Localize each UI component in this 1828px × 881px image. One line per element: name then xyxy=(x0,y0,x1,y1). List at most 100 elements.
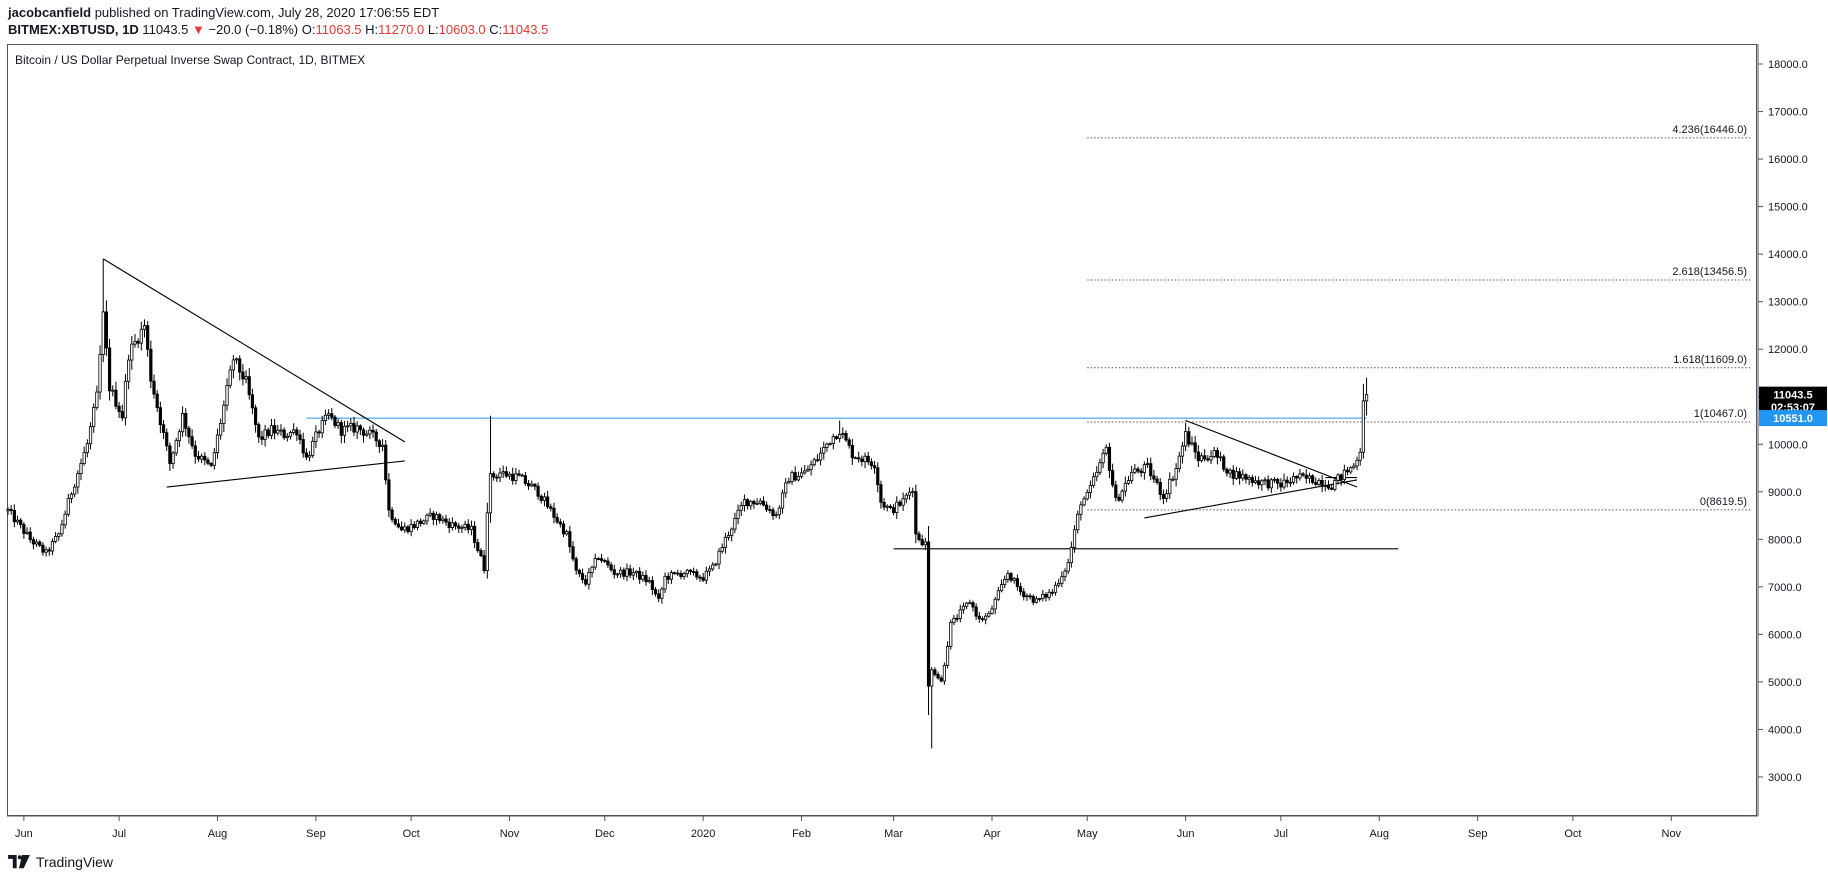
candle-body xyxy=(638,570,642,580)
candle-body xyxy=(1117,496,1121,501)
candle-body xyxy=(349,422,353,427)
y-tick-label: 10000.0 xyxy=(1768,439,1808,451)
candle-body xyxy=(765,504,769,510)
candle-body xyxy=(1244,474,1248,480)
candle-body xyxy=(222,404,226,424)
candle-body xyxy=(79,463,83,474)
candle-body xyxy=(193,445,197,457)
price-axis[interactable]: 3000.0 4000.0 5000.0 6000.0 7000.0 8000.0 9000… xyxy=(1758,59,1808,784)
candle-body xyxy=(1079,504,1083,515)
candle-body xyxy=(1031,595,1035,603)
candle-body xyxy=(669,572,674,580)
y-tick-label: 14000.0 xyxy=(1768,249,1808,261)
candle-body xyxy=(990,608,994,614)
candle-body xyxy=(409,524,413,533)
candle-body xyxy=(780,492,785,509)
candle-body xyxy=(326,413,331,416)
candle-body xyxy=(1180,445,1185,457)
candle-body xyxy=(406,526,410,533)
time-axis[interactable]: Jun Jul Aug Sep Oct Nov Dec 2020 Feb Mar Apr May Jun… xyxy=(15,816,1682,840)
candle-body xyxy=(311,440,315,456)
open-value: 11063.5 xyxy=(315,22,362,37)
candle-body xyxy=(1009,573,1013,581)
candle-body xyxy=(1057,582,1061,586)
candle-body xyxy=(565,531,569,535)
candle-body xyxy=(987,612,991,617)
candle-body xyxy=(561,523,566,535)
candle-body xyxy=(260,436,264,440)
y-tick-label: 16000.0 xyxy=(1768,154,1808,166)
candle-body xyxy=(9,509,13,511)
candle-body xyxy=(1342,469,1346,480)
candle-body xyxy=(50,541,55,552)
candle-body xyxy=(130,343,134,361)
candle-body xyxy=(203,455,207,461)
symbol-header: BITMEX:XBTUSD, 1D 11043.5 ▼ −20.0 (−0.18… xyxy=(8,21,548,38)
author-name[interactable]: jacobcanfield xyxy=(8,5,92,20)
candle-body xyxy=(1301,473,1305,476)
price-label-text: 10551.0 xyxy=(1773,413,1813,425)
candle-body xyxy=(1101,452,1105,464)
candle-body xyxy=(501,471,505,474)
candle-body xyxy=(209,462,213,466)
candle-body xyxy=(301,439,305,454)
candle-body xyxy=(317,431,321,434)
candle-body xyxy=(1323,485,1327,487)
candle-body xyxy=(850,444,854,459)
y-tick-label: 3000.0 xyxy=(1768,772,1802,784)
candle-body xyxy=(1269,479,1273,489)
candle-body xyxy=(1072,529,1077,548)
candle-body xyxy=(1015,578,1020,588)
candle-body xyxy=(904,494,908,500)
candle-body xyxy=(777,507,781,516)
candle-body xyxy=(526,483,531,487)
tradingview-logo-icon[interactable] xyxy=(8,855,30,869)
candle-body xyxy=(1098,462,1102,473)
candle-body xyxy=(1282,479,1286,488)
candle-body xyxy=(320,420,324,434)
candle-body xyxy=(733,517,737,530)
x-tick-label: Nov xyxy=(1662,828,1682,840)
x-tick-label: Mar xyxy=(884,828,903,840)
candle-body xyxy=(1231,469,1235,479)
footer-brand[interactable]: TradingView xyxy=(36,854,114,870)
candle-body xyxy=(726,534,731,538)
candle-body xyxy=(25,531,29,534)
candle-body xyxy=(1311,475,1315,483)
candle-body xyxy=(736,509,740,519)
high-label: H: xyxy=(365,22,379,37)
candle-body xyxy=(342,425,347,436)
candle-body xyxy=(1234,471,1239,479)
candle-body xyxy=(498,472,502,478)
candle-body xyxy=(530,483,534,487)
candle-body xyxy=(219,422,223,436)
candle-body xyxy=(606,560,610,566)
candle-body xyxy=(196,455,201,460)
candle-body xyxy=(619,569,623,575)
y-tick-label: 17000.0 xyxy=(1768,107,1808,119)
candle-body xyxy=(1209,456,1213,461)
candle-body xyxy=(12,510,16,523)
candle-body xyxy=(1034,598,1039,603)
candle-body xyxy=(558,521,562,525)
candle-body xyxy=(622,569,626,577)
x-tick-label: Aug xyxy=(1369,828,1389,840)
candle-body xyxy=(945,646,950,666)
candle-body xyxy=(184,413,188,429)
candles-layer xyxy=(6,258,1369,749)
candle-body xyxy=(149,348,153,382)
candle-body xyxy=(1161,494,1166,499)
candle-body xyxy=(292,429,296,433)
candle-body xyxy=(1250,477,1254,483)
candle-body xyxy=(672,572,677,575)
candle-body xyxy=(876,467,880,486)
candle-body xyxy=(1241,474,1245,479)
candle-body xyxy=(806,469,810,472)
candle-body xyxy=(1206,458,1210,461)
candle-body xyxy=(514,473,518,481)
x-tick-label: Dec xyxy=(595,828,615,840)
candle-body xyxy=(1361,400,1365,453)
candle-body xyxy=(47,549,51,552)
candle-body xyxy=(1358,451,1362,461)
